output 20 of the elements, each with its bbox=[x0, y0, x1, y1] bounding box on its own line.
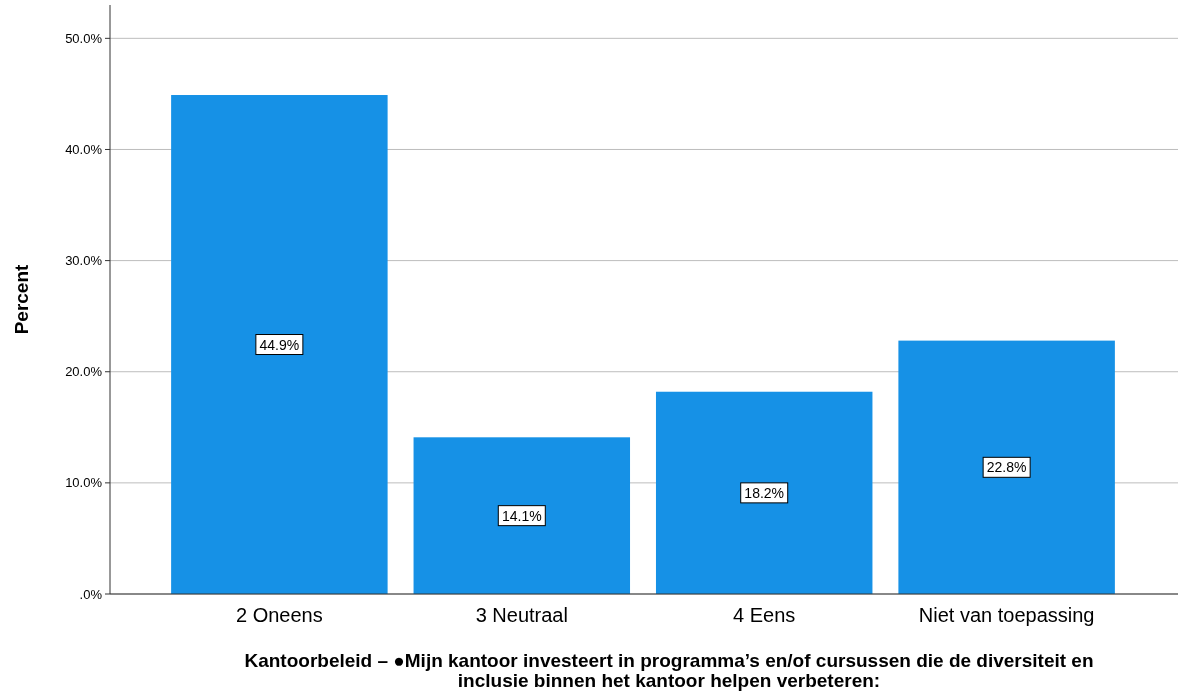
bar bbox=[171, 95, 388, 594]
data-label: 18.2% bbox=[744, 484, 785, 501]
y-axis-title: Percent bbox=[11, 263, 32, 335]
x-tick-label: 2 Oneens bbox=[236, 604, 323, 626]
x-tick-label: 3 Neutraal bbox=[475, 604, 568, 626]
x-tick-label: 4 Eens bbox=[733, 604, 796, 626]
y-tick-label: 10.0% bbox=[65, 475, 103, 491]
data-label: 22.8% bbox=[986, 459, 1027, 476]
bar bbox=[413, 437, 631, 594]
bar bbox=[655, 391, 873, 594]
y-tick-label: 30.0% bbox=[65, 253, 103, 269]
y-tick-label: 50.0% bbox=[65, 30, 103, 46]
bar bbox=[898, 340, 1115, 594]
y-tick-label: 20.0% bbox=[65, 364, 103, 380]
x-tick-label: Niet van toepassing bbox=[918, 604, 1095, 626]
data-label: 14.1% bbox=[501, 507, 542, 524]
data-label: 44.9% bbox=[259, 336, 300, 353]
y-tick-label: .0% bbox=[79, 586, 103, 602]
x-axis-title: Kantoorbeleid – ●Mijn kantoor investeert in programma’s en/of cursussen die de diversiteit en inclusie binnen het kantoor helpen verbeteren: bbox=[244, 650, 1094, 691]
y-tick-label: 40.0% bbox=[65, 141, 103, 157]
